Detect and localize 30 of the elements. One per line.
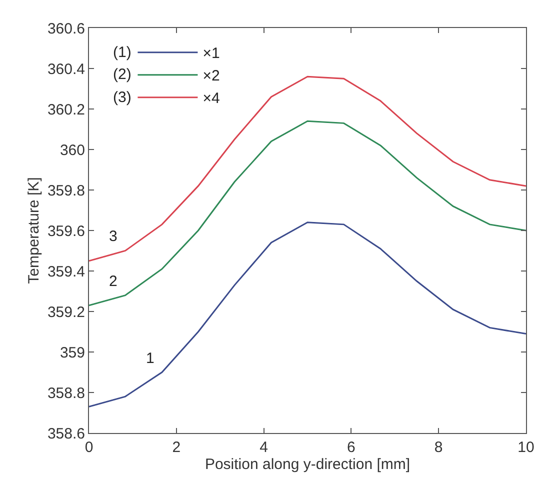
x-tick-label: 8 [434,439,443,456]
x-tick-label: 2 [172,439,181,456]
y-tick-label: 358.8 [47,384,85,402]
y-tick-label: 358.6 [47,425,85,442]
y-axis-title: Temperature [K] [26,177,43,284]
x-axis-title: Position along y-direction [mm] [204,456,410,473]
line-series [89,120,526,306]
y-tick-label: 360 [60,142,85,159]
annotation: 2 [109,273,118,290]
annotation: 3 [109,228,118,245]
y-tick-label: 359.8 [47,182,85,200]
y-tick-label: 359.6 [47,222,85,240]
annotation: (3) [113,89,132,106]
y-tick-label: 360.4 [47,60,85,78]
annotation: (2) [113,66,132,83]
y-tick-label: 359.2 [47,304,85,321]
line-series [89,222,526,408]
annotation: (1) [113,44,132,61]
y-tick-label: 359 [60,344,85,362]
legend-label: ×1 [202,45,220,62]
y-tick-label: 360.2 [47,101,85,118]
y-tick-label: 359.4 [47,263,85,280]
x-tick-label: 4 [260,439,268,456]
x-tick-label: 6 [347,439,356,456]
legend-label: ×2 [202,68,220,85]
y-tick-label: 360.6 [47,20,85,38]
x-tick-label: 10 [518,439,534,456]
x-tick-label: 0 [84,439,94,456]
annotation: 1 [146,350,154,367]
legend-label: ×4 [202,90,220,108]
